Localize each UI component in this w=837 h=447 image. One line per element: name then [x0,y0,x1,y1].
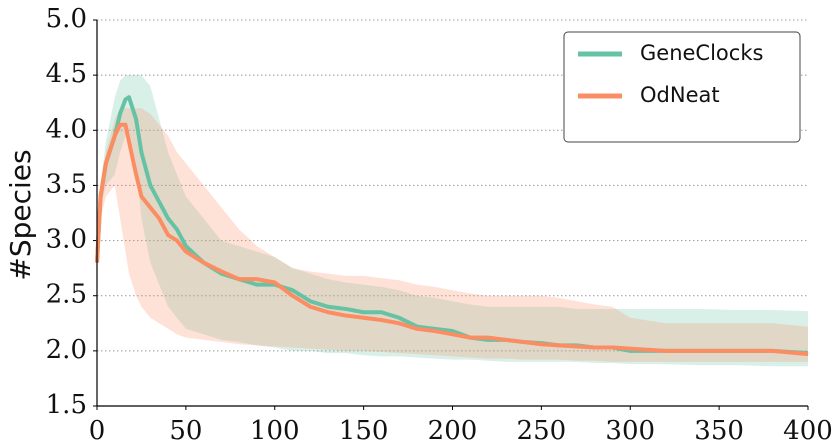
x-tick-label: 0 [89,416,106,446]
legend-box [563,31,801,143]
y-tick-label: 4.0 [46,114,87,144]
x-tick-label: 150 [339,416,389,446]
legend-label: OdNeat [640,83,720,107]
y-tick-label: 3.5 [46,169,87,199]
y-tick-label: 2.5 [46,280,87,310]
y-tick-label: 4.5 [46,59,87,89]
x-tick-label: 400 [783,416,833,446]
confidence-band [97,108,808,362]
y-tick-label: 3.0 [46,225,87,255]
y-tick-label: 2.0 [46,335,87,365]
x-tick-label: 250 [517,416,567,446]
y-tick-label: 5.0 [46,4,87,34]
series-line [95,122,809,357]
legend-label: GeneClocks [640,41,763,65]
x-tick-label: 100 [250,416,300,446]
x-tick-label: 350 [694,416,744,446]
x-tick-label: 300 [605,416,655,446]
confidence-band [97,75,808,367]
y-axis-label: #Species [4,149,37,280]
x-tick-label: 200 [428,416,478,446]
x-tick-label: 50 [169,416,202,446]
y-tick-label: 1.5 [46,390,87,420]
